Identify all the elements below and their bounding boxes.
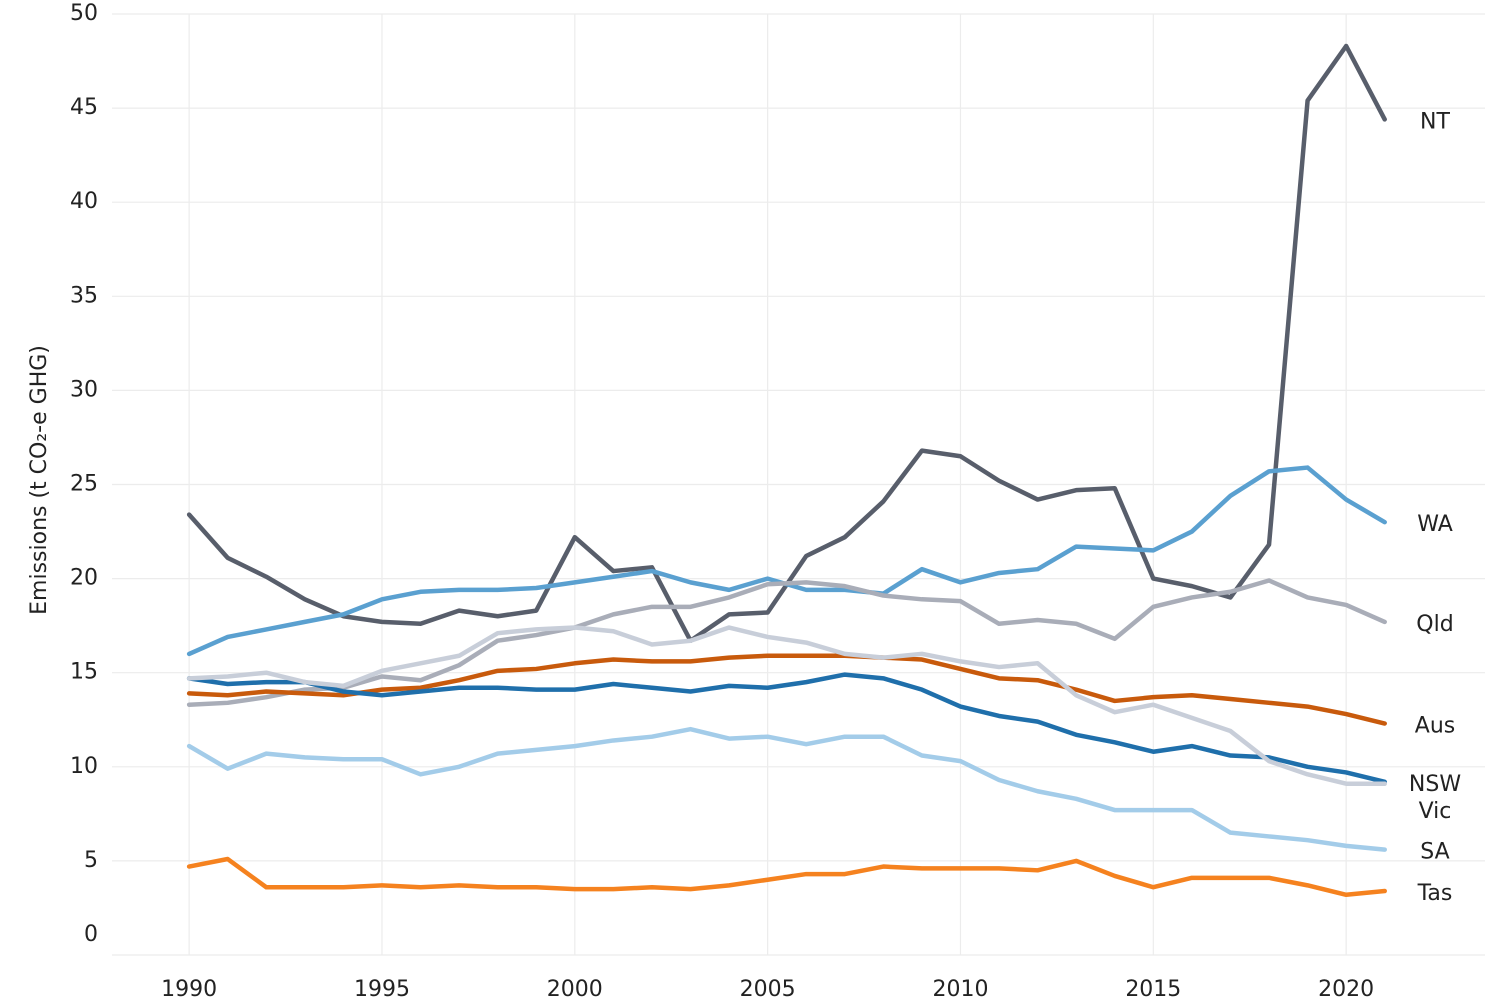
x-tick-label: 2005 — [740, 977, 796, 1002]
series-line — [186, 465, 1387, 657]
y-tick-label: 20 — [70, 566, 98, 591]
y-tick-label: 5 — [84, 848, 98, 873]
x-tick-label: 1995 — [354, 977, 410, 1002]
y-tick-label: 30 — [70, 377, 98, 402]
legend-label: Tas — [1417, 881, 1453, 906]
legend-label: SA — [1420, 840, 1449, 865]
legend-label: Qld — [1416, 612, 1453, 637]
x-tick-label: 2000 — [547, 977, 603, 1002]
series-line — [186, 43, 1387, 643]
y-tick-label: 10 — [70, 754, 98, 779]
legend-label: NSW — [1409, 772, 1461, 797]
y-tick-label: 0 — [84, 922, 98, 947]
series-line — [186, 672, 1387, 785]
y-tick-label: 25 — [70, 472, 98, 497]
y-tick-label: 40 — [70, 189, 98, 214]
x-tick-label: 2020 — [1318, 977, 1374, 1002]
y-tick-label: 50 — [70, 1, 98, 26]
series-line — [186, 726, 1387, 852]
legend-label: Aus — [1415, 714, 1455, 739]
y-tick-label: 45 — [70, 95, 98, 120]
x-tick-label: 2015 — [1125, 977, 1181, 1002]
y-tick-label: 15 — [70, 660, 98, 685]
series-line — [186, 625, 1387, 786]
legend-label: WA — [1417, 512, 1453, 537]
x-tick-label: 2010 — [932, 977, 988, 1002]
y-tick-label: 35 — [70, 283, 98, 308]
y-axis-label: Emissions (t CO₂-e GHG) — [27, 345, 52, 615]
legend-label: Vic — [1419, 799, 1452, 824]
series-line — [186, 653, 1387, 726]
series-line — [186, 578, 1387, 707]
legend-label: NT — [1420, 109, 1450, 134]
x-tick-label: 1990 — [161, 977, 217, 1002]
series-line — [186, 856, 1387, 898]
